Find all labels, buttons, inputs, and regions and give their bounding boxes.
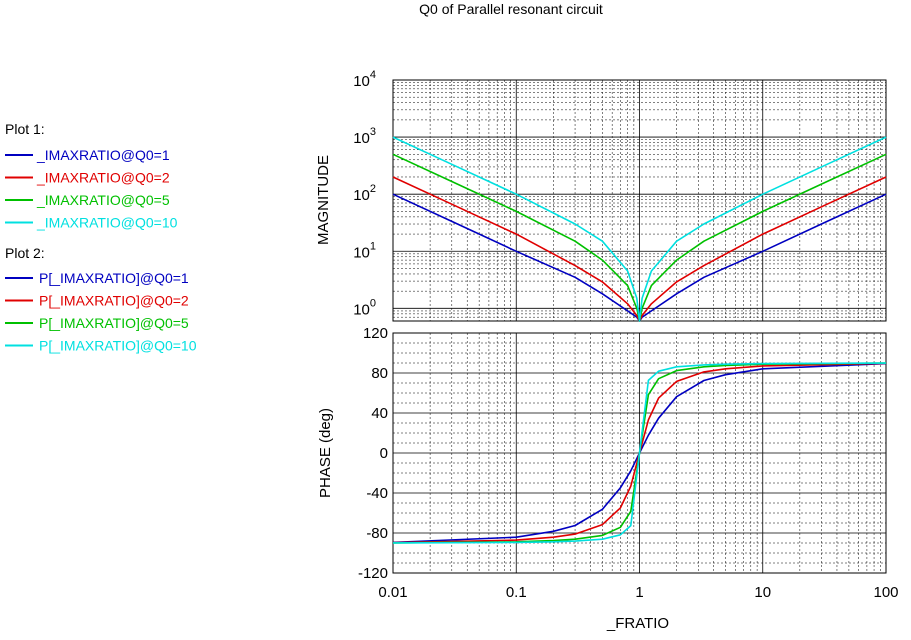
y-tick-label: -120 [358, 565, 388, 582]
y-tick-label: -40 [366, 485, 388, 502]
x-tick-label: 0.1 [506, 584, 527, 601]
x-axis-label: _FRATIO [606, 615, 669, 632]
y-tick-label: 103 [353, 126, 376, 147]
legend-entry-label: _IMAXRATIO@Q0=1 [36, 147, 170, 163]
legend-entry-label: _IMAXRATIO@Q0=5 [36, 192, 170, 208]
x-tick-label: 10 [754, 584, 771, 601]
x-tick-label: 100 [873, 584, 898, 601]
y-tick-label: 0 [380, 445, 388, 462]
legend-entry-label: P[_IMAXRATIO]@Q0=5 [39, 315, 189, 331]
y-tick-label: 80 [371, 365, 388, 382]
legend-title-plot1: Plot 1: [5, 121, 45, 137]
legend-entry-label: P[_IMAXRATIO]@Q0=1 [39, 270, 189, 286]
legend-entry-label: _IMAXRATIO@Q0=2 [36, 170, 170, 186]
phase-panel: 120 80 40 0 -40 -80 -120 0.01 0.1 1 10 100 [358, 325, 899, 601]
legend: Plot 1: Plot 2: _IMAXRATIO@Q0=1 _IMAXRATI… [5, 121, 197, 354]
x-tick-label: 1 [635, 584, 643, 601]
x-tick-label: 0.01 [378, 584, 407, 601]
phase-axis-label: PHASE (deg) [317, 408, 334, 498]
legend-entry-label: P[_IMAXRATIO]@Q0=10 [39, 338, 197, 354]
y-tick-label: 101 [353, 240, 376, 261]
y-tick-label: 120 [363, 325, 388, 342]
y-tick-label: 104 [353, 69, 376, 90]
plot-frame [392, 332, 887, 574]
grid [392, 79, 887, 322]
legend-title-plot2: Plot 2: [5, 245, 45, 261]
series-line [392, 362, 887, 544]
magnitude-panel: 100 101 102 103 104 [353, 69, 887, 322]
legend-entry-label: P[_IMAXRATIO]@Q0=2 [39, 293, 189, 309]
chart-title: Q0 of Parallel resonant circuit [419, 1, 603, 17]
y-tick-label: 40 [371, 405, 388, 422]
legend-entry-label: _IMAXRATIO@Q0=10 [36, 215, 178, 231]
y-tick-label: -80 [366, 525, 388, 542]
series-line [392, 136, 887, 322]
magnitude-axis-label: MAGNITUDE [315, 155, 332, 245]
y-tick-label: 102 [353, 183, 376, 204]
y-tick-label: 100 [353, 297, 376, 318]
